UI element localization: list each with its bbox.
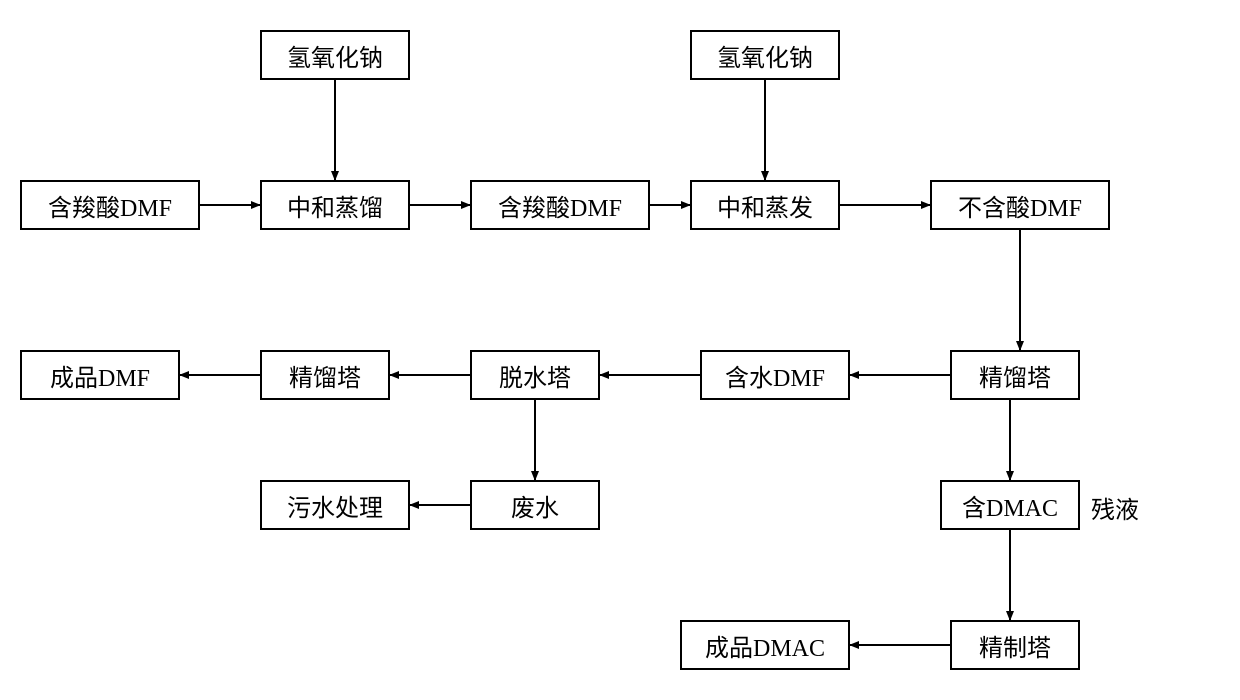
node-label: 含水DMF bbox=[725, 358, 825, 393]
node-n_neut1: 中和蒸馏 bbox=[260, 180, 410, 230]
node-n_noacid: 不含酸DMF bbox=[930, 180, 1110, 230]
node-n_naoh1: 氢氧化钠 bbox=[260, 30, 410, 80]
flowchart-canvas: 氢氧化钠 氢氧化钠含羧酸DMF 中和蒸馏 含羧酸DMF 中和蒸发 不含酸DMF 成品DMF 精… bbox=[0, 0, 1240, 700]
node-label: 废水 bbox=[511, 488, 559, 523]
node-n_dmacres_txt: 残液 bbox=[1085, 492, 1145, 522]
node-n_prod2: 成品DMAC bbox=[680, 620, 850, 670]
node-n_naoh2: 氢氧化钠 bbox=[690, 30, 840, 80]
node-n_acid1: 含羧酸DMF bbox=[20, 180, 200, 230]
node-n_wetdmf: 含水DMF bbox=[700, 350, 850, 400]
node-label: 中和蒸馏 bbox=[287, 188, 383, 223]
node-label: 精馏塔 bbox=[979, 358, 1051, 393]
node-n_acid2: 含羧酸DMF bbox=[470, 180, 650, 230]
node-n_prod1: 成品DMF bbox=[20, 350, 180, 400]
node-label: 污水处理 bbox=[287, 488, 383, 523]
node-n_waste: 废水 bbox=[470, 480, 600, 530]
node-label: 中和蒸发 bbox=[717, 188, 813, 223]
node-n_refine: 精制塔 bbox=[950, 620, 1080, 670]
node-label: 精馏塔 bbox=[289, 358, 361, 393]
node-n_dmacres_box: 含DMAC bbox=[940, 480, 1080, 530]
node-label: 氢氧化钠 bbox=[287, 38, 383, 73]
node-n_rect1: 精馏塔 bbox=[950, 350, 1080, 400]
node-n_rect2: 精馏塔 bbox=[260, 350, 390, 400]
node-n_dehyd: 脱水塔 bbox=[470, 350, 600, 400]
node-label: 精制塔 bbox=[979, 628, 1051, 663]
node-label: 脱水塔 bbox=[499, 358, 571, 393]
node-label: 含羧酸DMF bbox=[498, 188, 622, 223]
node-label: 氢氧化钠 bbox=[717, 38, 813, 73]
node-label: 成品DMF bbox=[50, 358, 150, 393]
node-label: 不含酸DMF bbox=[958, 188, 1082, 223]
node-label: 成品DMAC bbox=[705, 628, 825, 663]
node-n_sewage: 污水处理 bbox=[260, 480, 410, 530]
node-label: 含羧酸DMF bbox=[48, 188, 172, 223]
node-label: 残液 bbox=[1091, 490, 1139, 525]
node-n_neut2: 中和蒸发 bbox=[690, 180, 840, 230]
node-label: 含DMAC bbox=[962, 488, 1058, 523]
